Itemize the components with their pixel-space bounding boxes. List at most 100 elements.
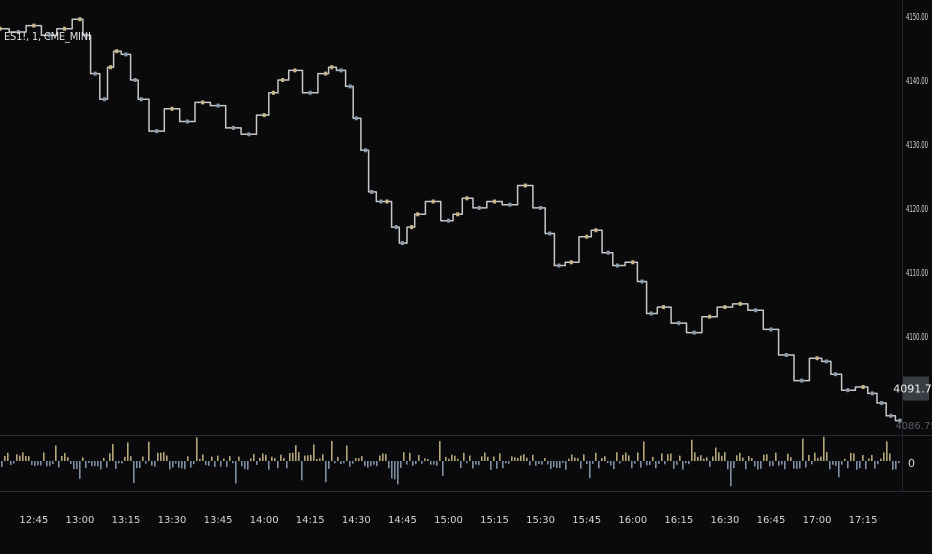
histogram-bar (286, 461, 288, 469)
histogram-bar (61, 455, 63, 461)
y-axis-ticks[interactable]: 4150.00 4140.00 4130.00 4120.00 4110.00 4100.… (906, 12, 928, 343)
histogram-bar (301, 461, 303, 481)
price-point (870, 391, 874, 396)
price-point (293, 68, 297, 73)
x-axis-tick-label: 16:15 (664, 515, 693, 526)
price-point (115, 49, 119, 54)
histogram-bar (232, 461, 234, 464)
histogram-bar (763, 454, 765, 461)
price-series-line (0, 18, 900, 422)
price-point (606, 250, 610, 255)
histogram-bar (88, 461, 90, 463)
price-point (354, 116, 358, 121)
price-point (308, 90, 312, 95)
price-point (231, 125, 235, 130)
y-axis-tick-label: 4140.00 (906, 76, 928, 87)
histogram-bar (466, 461, 468, 464)
histogram-bar (271, 456, 273, 461)
histogram-bar (850, 452, 852, 461)
histogram-bar (601, 458, 603, 461)
price-point (216, 103, 220, 108)
histogram-bar (292, 452, 294, 461)
x-axis-tick-label: 16:30 (710, 515, 739, 526)
price-point (649, 311, 653, 316)
histogram-bar (283, 458, 285, 461)
histogram-bar (139, 461, 141, 468)
histogram-bar (25, 455, 27, 461)
histogram-bar (349, 461, 351, 467)
histogram-bar (247, 461, 249, 470)
histogram-bar (520, 455, 522, 461)
histogram-bar (880, 458, 882, 461)
histogram-bar (676, 461, 678, 465)
histogram-bar (847, 461, 849, 469)
histogram-bar (361, 456, 363, 461)
histogram-bar (694, 452, 696, 461)
histogram-bar (670, 453, 672, 461)
histogram-bar (376, 461, 378, 467)
histogram-bar (10, 461, 12, 465)
histogram-bar (307, 455, 309, 461)
histogram-bar (655, 461, 657, 469)
histogram-bar (700, 455, 702, 461)
histogram-bar (310, 454, 312, 461)
histogram-bar (820, 456, 822, 461)
symbol-title[interactable]: ES1!, 1, CME_MINI (4, 30, 91, 43)
price-point (262, 113, 266, 118)
histogram-bar (883, 452, 885, 461)
histogram-bar (766, 454, 768, 461)
histogram-bar (418, 454, 420, 461)
histogram-bar (427, 459, 429, 461)
histogram-bar (76, 461, 78, 469)
histogram-bar (52, 461, 54, 464)
histogram-bar (442, 461, 444, 476)
x-axis-tick-label: 14:15 (296, 515, 325, 526)
histogram-bar (175, 461, 177, 464)
histogram-bar (613, 461, 615, 470)
histogram-bar (127, 442, 129, 461)
histogram-bar (79, 461, 81, 479)
price-point (754, 308, 758, 313)
price-point (394, 225, 398, 230)
histogram-bar (49, 461, 51, 466)
histogram-bar (715, 447, 717, 461)
histogram-bar (628, 455, 630, 461)
x-axis-ticks[interactable]: 12:45 13:00 13:15 13:30 13:45 14:00 14:15 14:30… (19, 515, 877, 526)
histogram-bar (595, 452, 597, 461)
histogram-bar (796, 461, 798, 469)
histogram-bar (181, 461, 183, 469)
histogram-bar (706, 457, 708, 461)
histogram-bar (169, 461, 171, 470)
histogram-bar (106, 461, 108, 468)
price-point (102, 97, 106, 102)
histogram-bar (889, 453, 891, 461)
price-point (400, 241, 404, 246)
histogram-bar (244, 461, 246, 470)
price-point (330, 65, 334, 70)
price-point (508, 202, 512, 207)
x-axis-tick-label: 14:45 (388, 515, 417, 526)
histogram-bar (313, 444, 315, 461)
histogram-bar (514, 457, 516, 461)
histogram-bar (16, 454, 18, 461)
price-point (93, 71, 97, 76)
y-axis-tick-label: 4110.00 (906, 268, 928, 279)
price-point (84, 33, 88, 38)
histogram-bar (337, 456, 339, 461)
histogram-bar (667, 454, 669, 461)
histogram-bar (304, 455, 306, 461)
histogram-bar (733, 461, 735, 469)
histogram-bar (130, 456, 132, 461)
histogram-bar (94, 461, 96, 467)
histogram-bar (631, 461, 633, 469)
histogram-bar (469, 455, 471, 461)
histogram-bar (157, 452, 159, 461)
histogram-bar (403, 452, 405, 461)
histogram-bar (832, 461, 834, 465)
last-price-marker: 4091.75 (893, 376, 932, 401)
histogram-bar (343, 461, 345, 464)
histogram-bar (841, 461, 843, 465)
histogram-bar (31, 461, 33, 465)
